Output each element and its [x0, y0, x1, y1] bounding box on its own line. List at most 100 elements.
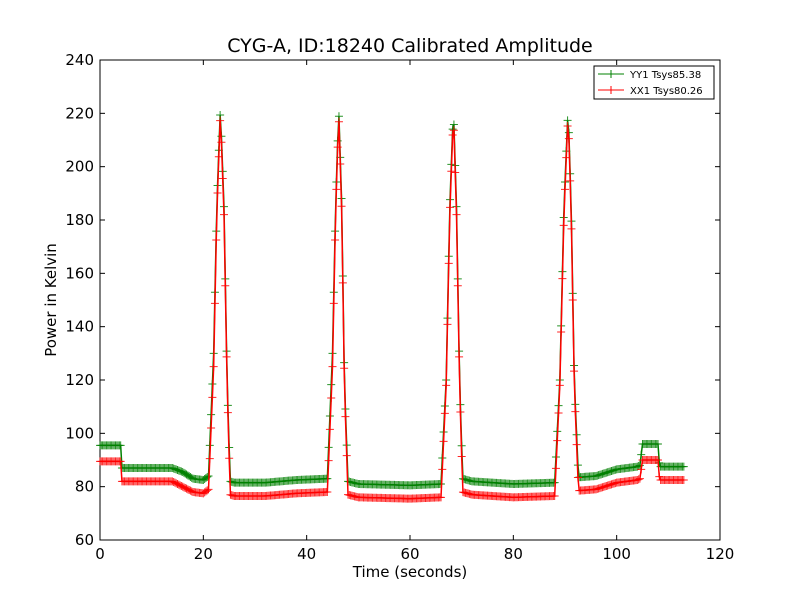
axis-ticks: 0 20 40 60 80 100 120 60 80 100 120 140 160 180 200 220…	[65, 51, 734, 563]
series-xx1	[96, 116, 688, 503]
data-point-marker	[208, 393, 217, 402]
legend-entry-yy1: YY1 Tsys85.38	[598, 70, 701, 81]
data-point-marker	[220, 210, 228, 219]
plot-area: 0 20 40 60 80 100 120 60 80 100 120 140 160 180 200 220…	[65, 51, 734, 563]
legend: YY1 Tsys85.38 XX1 Tsys80.26	[593, 65, 715, 100]
data-point-marker	[324, 456, 333, 465]
data-point-marker	[327, 394, 336, 402]
legend-label-yy1: YY1 Tsys85.38	[629, 70, 701, 81]
data-point-marker	[207, 424, 216, 432]
data-point-marker	[116, 457, 125, 466]
data-point-marker	[572, 440, 581, 449]
data-point-marker	[558, 274, 567, 283]
data-point-marker	[637, 465, 646, 474]
x-tick-label: 0	[95, 545, 105, 563]
data-point-marker	[334, 117, 343, 126]
legend-entry-xx1: XX1 Tsys80.26	[598, 86, 703, 97]
data-point-marker	[570, 367, 579, 376]
y-tick-label: 200	[65, 158, 94, 176]
y-tick-label: 100	[65, 424, 94, 442]
data-point-marker	[555, 381, 564, 390]
data-point-marker	[654, 456, 662, 464]
data-point-marker	[214, 152, 223, 161]
data-point-marker	[452, 210, 461, 219]
x-tick-label: 60	[400, 545, 419, 563]
x-tick-label: 40	[297, 545, 316, 563]
y-tick-label: 80	[75, 478, 94, 496]
data-point-marker	[554, 409, 563, 417]
data-point-marker	[568, 296, 577, 304]
data-point-marker	[342, 451, 351, 460]
data-point-marker	[221, 281, 230, 290]
data-point-marker	[448, 131, 457, 140]
data-point-marker	[222, 352, 231, 361]
y-tick-label: 120	[65, 371, 94, 389]
data-point-marker	[564, 134, 573, 143]
data-point-marker	[553, 436, 562, 445]
data-point-marker	[444, 259, 453, 268]
data-point-marker	[457, 452, 466, 461]
x-axis-label: Time (seconds)	[352, 563, 468, 581]
data-point-marker	[325, 425, 334, 434]
data-point-marker	[447, 167, 456, 176]
data-point-marker	[438, 465, 447, 474]
y-tick-label: 160	[65, 264, 94, 282]
data-point-marker	[204, 485, 213, 494]
y-tick-label: 140	[65, 318, 94, 336]
data-point-marker	[561, 185, 569, 194]
data-point-marker	[323, 488, 332, 496]
x-tick-label: 120	[706, 545, 735, 563]
data-point-marker	[217, 138, 226, 147]
data-point-marker	[336, 160, 345, 168]
data-point-marker	[654, 440, 662, 448]
y-tick-label: 220	[65, 104, 94, 122]
data-point-marker	[205, 454, 214, 463]
data-point-marker	[332, 185, 341, 194]
data-point-marker	[453, 281, 462, 290]
data-point-marker	[551, 464, 560, 473]
data-point-marker	[562, 153, 571, 162]
data-point-marker	[550, 492, 559, 500]
legend-label-xx1: XX1 Tsys80.26	[630, 86, 703, 97]
series-layer	[96, 111, 688, 503]
data-point-marker	[567, 224, 576, 233]
data-point-marker	[209, 362, 218, 371]
data-point-marker	[338, 278, 347, 287]
x-tick-label: 100	[602, 545, 631, 563]
data-point-marker	[341, 412, 350, 421]
data-point-marker	[218, 174, 227, 183]
data-point-marker	[337, 202, 346, 211]
data-point-marker	[437, 493, 445, 502]
legend-box	[593, 65, 715, 100]
data-point-marker	[635, 474, 644, 483]
data-point-marker	[442, 381, 451, 390]
y-tick-label: 60	[75, 531, 94, 549]
data-point-marker	[203, 486, 212, 495]
data-point-marker	[456, 408, 465, 416]
data-point-marker	[679, 462, 688, 471]
data-point-marker	[223, 408, 232, 417]
data-point-marker	[573, 473, 582, 482]
data-point-marker	[634, 475, 643, 484]
data-point-marker	[679, 476, 688, 484]
data-point-marker	[439, 437, 448, 446]
data-point-marker	[333, 143, 342, 152]
data-point-marker	[213, 188, 222, 197]
data-point-marker	[449, 126, 458, 135]
data-point-marker	[340, 364, 349, 373]
plot-frame	[99, 59, 721, 541]
data-point-marker	[557, 328, 566, 336]
data-point-marker	[328, 362, 337, 371]
data-point-marker	[329, 299, 338, 308]
data-point-marker	[637, 450, 646, 459]
data-point-marker	[455, 352, 464, 361]
y-tick-label: 240	[65, 51, 94, 69]
data-point-marker	[566, 176, 575, 185]
data-point-marker	[210, 299, 219, 308]
data-point-marker	[571, 407, 580, 416]
data-point-marker	[212, 236, 221, 244]
data-point-marker	[443, 320, 452, 329]
data-point-marker	[559, 221, 568, 230]
data-point-marker	[440, 409, 449, 418]
